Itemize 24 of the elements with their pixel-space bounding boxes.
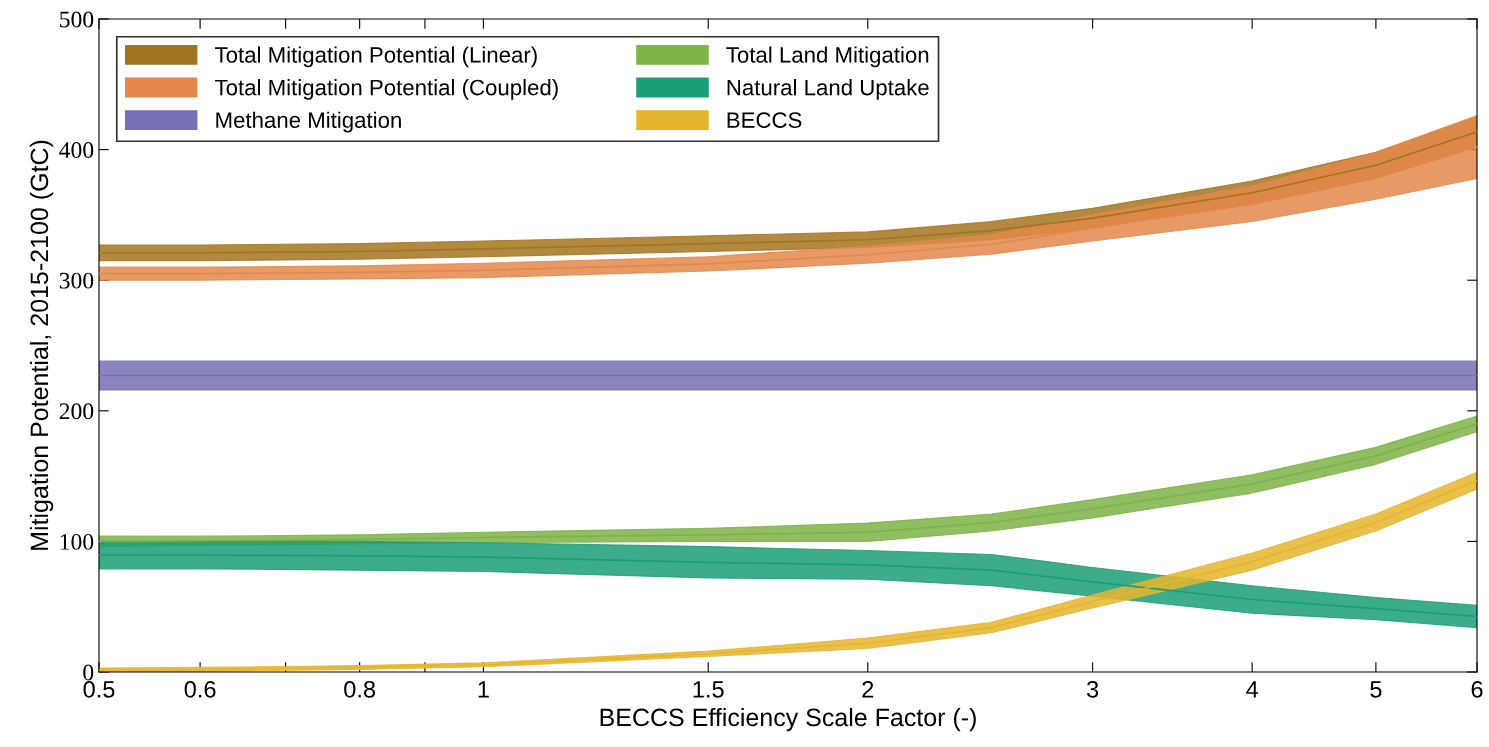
x-tick-label: 1 <box>478 681 489 698</box>
y-tick-label: 0 <box>83 664 94 681</box>
legend-label: Total Mitigation Potential (Coupled) <box>215 79 558 100</box>
legend-label: Total Land Mitigation <box>726 46 929 68</box>
x-tick-label: 4 <box>1246 681 1259 698</box>
legend-label: BECCS <box>727 112 802 128</box>
x-tick-label: 0.6 <box>184 680 216 698</box>
legend-label: Total Mitigation Potential (Linear) <box>215 46 537 68</box>
x-tick-label: 6 <box>1471 680 1483 698</box>
y-axis-title: Mitigation Potential, 2015-2100 (GtC) <box>29 140 54 550</box>
x-tick-label: 0.5 <box>83 680 115 698</box>
x-axis-title: BECCS Efficiency Scale Factor (-) <box>600 707 976 732</box>
y-tick-label: 300 <box>59 272 94 289</box>
x-tick-label: 1.5 <box>693 681 724 698</box>
x-tick-label: 3 <box>1086 680 1099 698</box>
legend-label: Methane Mitigation <box>216 111 401 133</box>
y-tick-label: 200 <box>59 403 94 420</box>
y-tick-label: 400 <box>59 142 94 159</box>
y-tick-label: 500 <box>60 11 94 28</box>
x-tick-label: 0.8 <box>344 680 376 698</box>
x-tick-label: 2 <box>862 680 874 698</box>
legend-label: Natural Land Uptake <box>727 79 929 100</box>
y-tick-label: 100 <box>60 533 94 550</box>
x-tick-label: 5 <box>1370 681 1382 698</box>
